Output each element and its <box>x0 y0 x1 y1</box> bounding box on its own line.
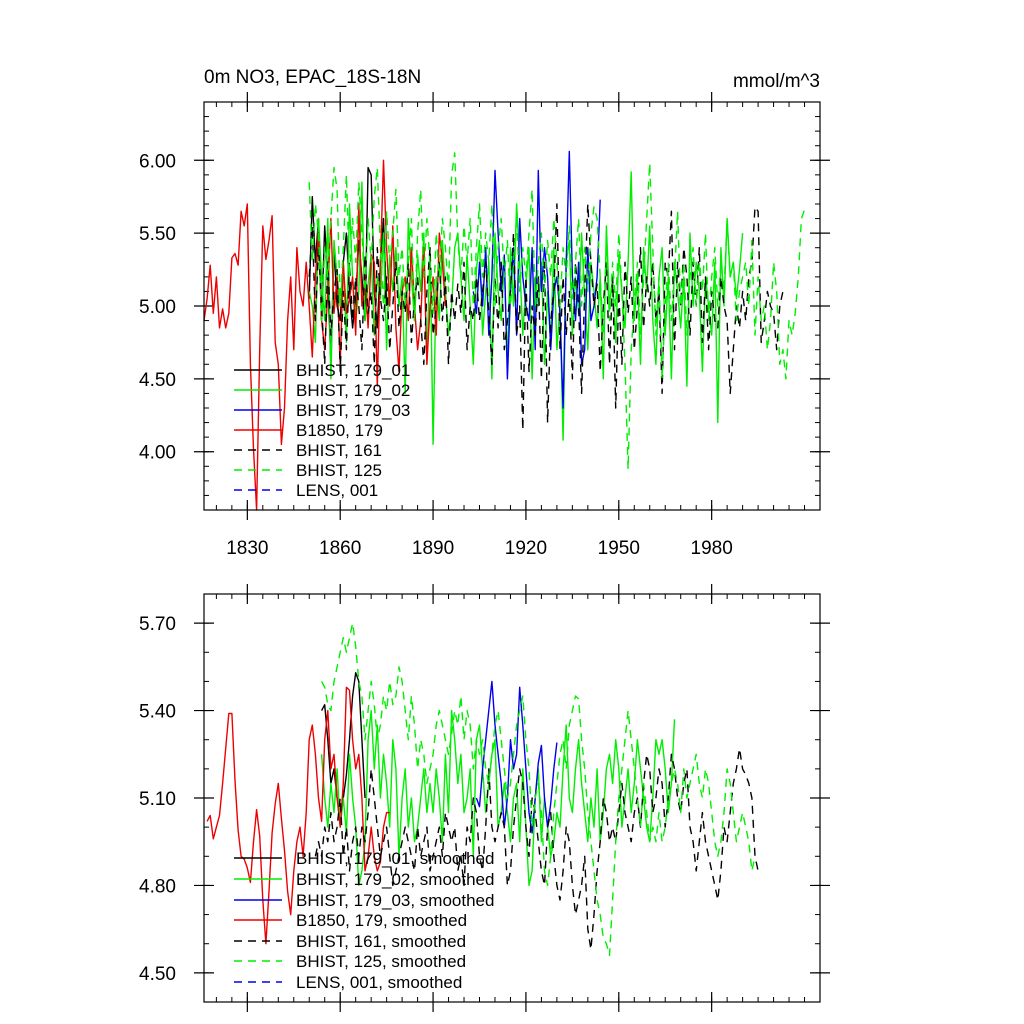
y-tick-label: 4.50 <box>139 964 176 985</box>
legend-label: BHIST, 179_01 <box>296 361 410 380</box>
legend-item: BHIST, 179_02, smoothed <box>234 870 494 889</box>
legend-label: BHIST, 125, smoothed <box>296 952 466 971</box>
legend-label: BHIST, 179_02, smoothed <box>296 870 494 889</box>
x-tick-label: 1860 <box>319 538 361 559</box>
y-tick-label: 4.80 <box>139 876 176 897</box>
legend-label: B1850, 179 <box>296 421 383 440</box>
legend-item: LENS, 001, smoothed <box>234 973 462 992</box>
series-line-bhist-161-smoothed <box>314 747 759 951</box>
legend-label: BHIST, 179_02 <box>296 381 410 400</box>
x-tick-label: 1890 <box>412 538 454 559</box>
y-tick-label: 6.00 <box>139 151 176 172</box>
series-line-bhist-161 <box>308 203 784 431</box>
top-panel-series <box>203 150 806 511</box>
legend-item: LENS, 001 <box>234 481 378 500</box>
bottom-panel-frame <box>203 593 821 1003</box>
legend-item: BHIST, 125, smoothed <box>234 952 466 971</box>
top-panel-frame <box>203 101 821 511</box>
legend-label: B1850, 179, smoothed <box>296 911 467 930</box>
y-tick-label: 5.10 <box>139 789 176 810</box>
legend-label: LENS, 001, smoothed <box>296 973 462 992</box>
y-tick-label: 5.40 <box>139 702 176 723</box>
x-tick-label: 1920 <box>505 538 547 559</box>
legend-item: BHIST, 179_01 <box>234 361 410 380</box>
x-tick-label: 1950 <box>598 538 640 559</box>
legend-item: BHIST, 161 <box>234 441 382 460</box>
legend-label: LENS, 001 <box>296 481 378 500</box>
legend-item: BHIST, 161, smoothed <box>234 932 466 951</box>
legend-label: BHIST, 179_03, smoothed <box>296 891 494 910</box>
y-tick-label: 5.50 <box>139 224 176 245</box>
legend-label: BHIST, 161, smoothed <box>296 932 466 951</box>
x-tick-label: 1980 <box>691 538 733 559</box>
series-line-bhist-125-smoothed <box>320 622 756 957</box>
x-tick-label: 1830 <box>226 538 268 559</box>
top-panel-title: 0m NO3, EPAC_18S-18N <box>204 67 421 88</box>
y-tick-label: 4.50 <box>139 370 176 391</box>
legend-item: BHIST, 179_01, smoothed <box>234 849 494 868</box>
legend-item: B1850, 179 <box>234 421 383 440</box>
legend-item: BHIST, 179_03 <box>234 401 410 420</box>
bottom-panel: 4.50 4.80 5.10 5.40 5.70 BHIST, 179_01, smoo… <box>139 584 830 1012</box>
top-panel-units: mmol/m^3 <box>733 71 820 92</box>
legend-item: BHIST, 179_03, smoothed <box>234 891 494 910</box>
legend-item: BHIST, 125 <box>234 461 382 480</box>
series-line-bhist-179-03-smoothed <box>475 680 558 834</box>
legend-label: BHIST, 161 <box>296 441 382 460</box>
series-line-bhist-125 <box>308 152 806 470</box>
legend-label: BHIST, 125 <box>296 461 382 480</box>
bottom-panel-legend: BHIST, 179_01, smoothed BHIST, 179_02, s… <box>234 849 494 992</box>
top-panel-legend: BHIST, 179_01 BHIST, 179_02 BHIST, 179_0… <box>234 361 410 500</box>
bottom-panel-series <box>206 622 759 957</box>
legend-item: B1850, 179, smoothed <box>234 911 467 930</box>
y-tick-label: 5.70 <box>139 614 176 635</box>
series-line-bhist-179-03 <box>472 150 601 409</box>
legend-label: BHIST, 179_01, smoothed <box>296 849 494 868</box>
y-tick-label: 4.00 <box>139 443 176 464</box>
top-panel: 0m NO3, EPAC_18S-18N mmol/m^3 1830 1860 18… <box>139 67 830 559</box>
legend-item: BHIST, 179_02 <box>234 381 410 400</box>
bottom-panel-axes: 4.50 4.80 5.10 5.40 5.70 <box>139 584 830 1012</box>
y-tick-label: 5.00 <box>139 297 176 318</box>
legend-label: BHIST, 179_03 <box>296 401 410 420</box>
series-line-b1850-179-smoothed <box>206 686 390 945</box>
